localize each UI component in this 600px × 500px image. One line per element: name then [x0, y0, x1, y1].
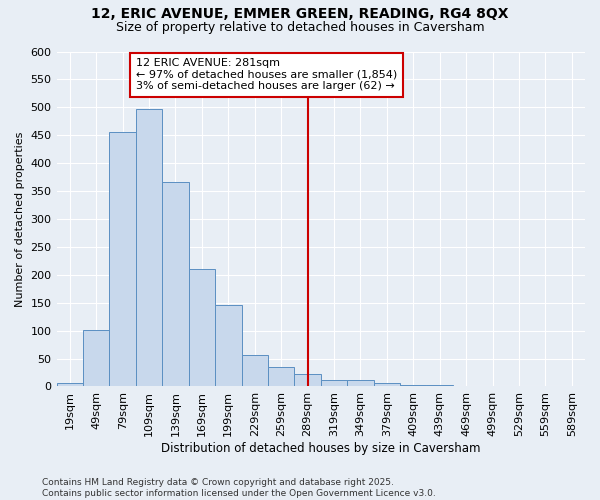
Text: Size of property relative to detached houses in Caversham: Size of property relative to detached ho…	[116, 21, 484, 34]
X-axis label: Distribution of detached houses by size in Caversham: Distribution of detached houses by size …	[161, 442, 481, 455]
Bar	[56, 382, 83, 386]
Y-axis label: Number of detached properties: Number of detached properties	[15, 132, 25, 306]
Bar	[242, 355, 268, 386]
Text: 12, ERIC AVENUE, EMMER GREEN, READING, RG4 8QX: 12, ERIC AVENUE, EMMER GREEN, READING, R…	[91, 8, 509, 22]
Bar	[400, 385, 427, 386]
Bar	[136, 109, 162, 386]
Text: 12 ERIC AVENUE: 281sqm
← 97% of detached houses are smaller (1,854)
3% of semi-d: 12 ERIC AVENUE: 281sqm ← 97% of detached…	[136, 58, 397, 92]
Bar	[83, 330, 109, 386]
Bar	[215, 305, 242, 386]
Bar	[347, 380, 374, 386]
Bar	[109, 132, 136, 386]
Bar	[268, 368, 295, 386]
Bar	[374, 382, 400, 386]
Bar	[321, 380, 347, 386]
Bar	[188, 268, 215, 386]
Bar	[162, 182, 188, 386]
Text: Contains HM Land Registry data © Crown copyright and database right 2025.
Contai: Contains HM Land Registry data © Crown c…	[42, 478, 436, 498]
Bar	[295, 374, 321, 386]
